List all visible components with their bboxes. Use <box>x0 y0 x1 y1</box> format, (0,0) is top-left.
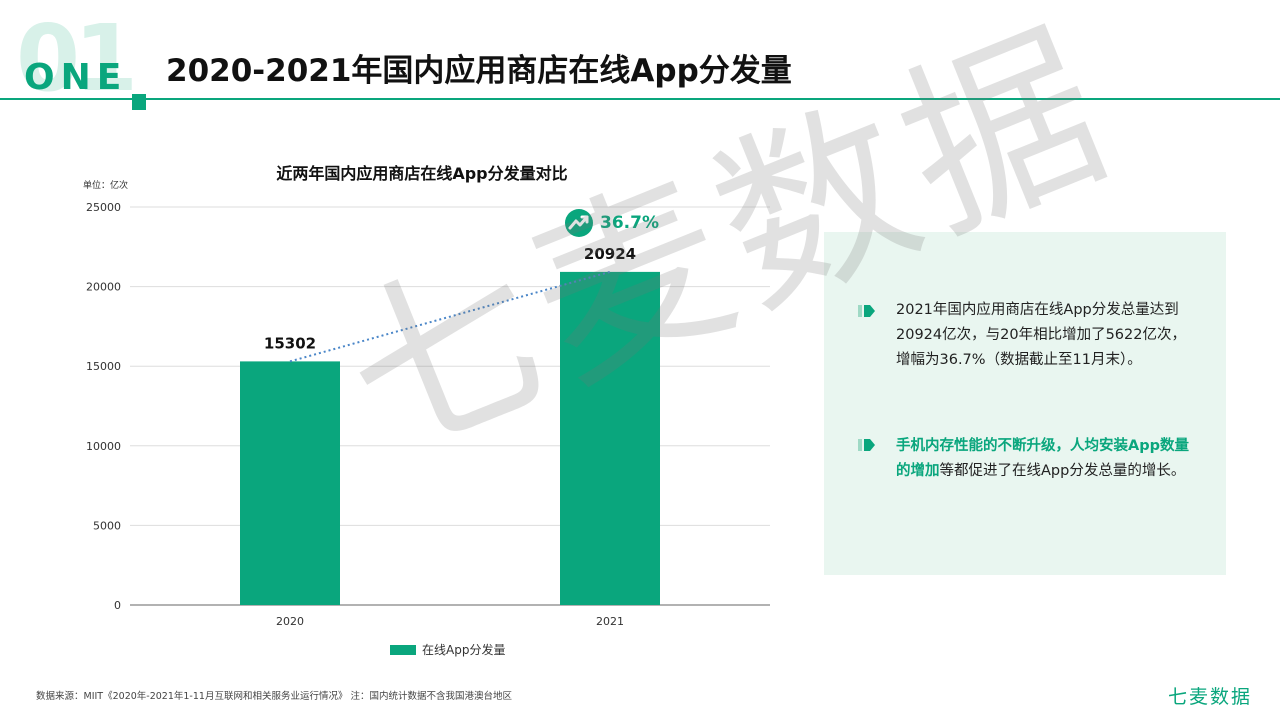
insight-paragraph-1: 2021年国内应用商店在线App分发总量达到20924亿次，与20年相比增加了5… <box>896 302 1186 368</box>
y-tick-label: 20000 <box>86 281 121 294</box>
insight-paragraph-2: 手机内存性能的不断升级，人均安装App数量的增加等都促进了在线App分发总量的增… <box>896 434 1196 484</box>
insight-rest: 等都促进了在线App分发总量的增长。 <box>939 463 1186 479</box>
growth-value: 36.7% <box>600 213 659 233</box>
chart-unit-label: 单位：亿次 <box>83 181 129 191</box>
header-divider <box>0 98 1280 100</box>
growth-annotation: 36.7% <box>564 208 659 238</box>
y-tick-label: 5000 <box>93 519 121 532</box>
data-label: 15302 <box>264 334 316 352</box>
bar <box>560 271 660 605</box>
trend-up-icon <box>565 209 593 237</box>
page-title: 2020-2021年国内应用商店在线App分发量 <box>166 53 792 89</box>
legend-swatch <box>390 644 416 655</box>
bar <box>240 361 340 605</box>
x-tick-label: 2020 <box>276 615 304 628</box>
brand-logo: 七麦数据 <box>1167 686 1252 708</box>
y-tick-label: 25000 <box>86 201 121 214</box>
section-number-digits: 01 <box>16 5 138 112</box>
y-tick-label: 10000 <box>86 440 121 453</box>
insight-highlight: 手机内存性能的不断升级，人均安装App数量的增加 <box>896 438 1189 479</box>
bullet-arrow-icon <box>858 305 875 317</box>
legend-label: 在线App分发量 <box>422 643 506 657</box>
section-number: 01 ONE <box>16 5 146 112</box>
chart-title: 近两年国内应用商店在线App分发量对比 <box>276 164 568 183</box>
data-source-note: 数据来源：MIIT《2020年-2021年1-11月互联网和相关服务业运行情况》… <box>36 691 512 702</box>
y-tick-label: 0 <box>114 599 121 612</box>
data-label: 20924 <box>584 245 636 263</box>
section-word: ONE <box>24 57 128 98</box>
chart-legend: 在线App分发量 <box>390 641 505 658</box>
trend-line <box>289 270 611 363</box>
x-tick-label: 2021 <box>596 615 624 628</box>
insight-panel: 2021年国内应用商店在线App分发总量达到20924亿次，与20年相比增加了5… <box>824 232 1226 575</box>
y-tick-label: 15000 <box>86 360 121 373</box>
bullet-arrow-icon <box>858 439 875 451</box>
bar-chart: 0 5000 10000 15000 20000 25000 15302 2020 20924 2… <box>86 201 770 628</box>
